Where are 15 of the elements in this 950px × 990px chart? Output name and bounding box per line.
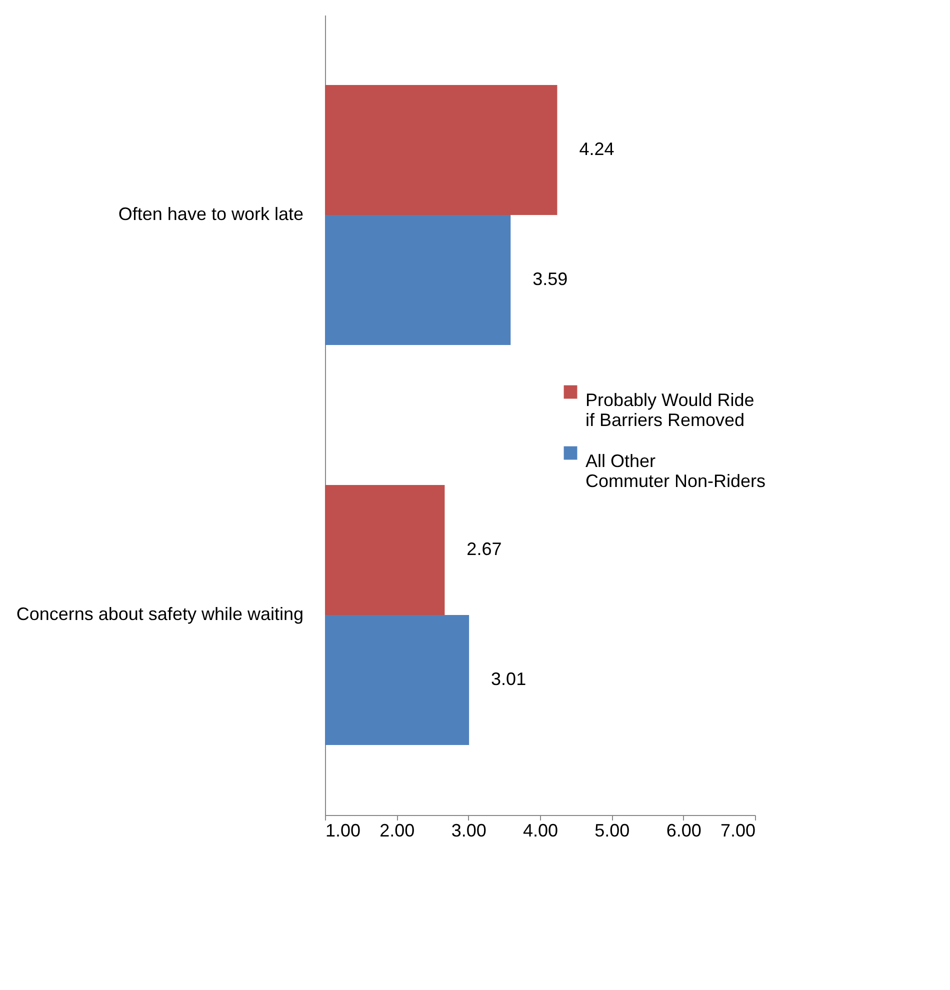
x-tick-label: 1.00	[326, 820, 361, 840]
x-tick-label: 5.00	[594, 820, 630, 840]
x-tick-label: 4.00	[522, 820, 558, 840]
data-label: 3.01	[491, 669, 526, 689]
data-label: 3.59	[532, 269, 568, 289]
legend-label: Probably Would Ride if Barriers Removed	[586, 390, 754, 430]
x-tick-label: 2.00	[380, 820, 415, 840]
data-label: 4.24	[579, 139, 614, 159]
x-tick-label: 6.00	[666, 820, 702, 840]
y-tick-label: Concerns about safety while waiting	[16, 604, 304, 624]
x-tick-label: 3.00	[451, 820, 486, 840]
legend-label: All Other Commuter Non-Riders	[586, 451, 766, 491]
data-label: 2.67	[466, 539, 502, 559]
y-tick-label: Often have to work late	[118, 204, 304, 224]
x-tick-label: 7.00	[720, 820, 756, 840]
